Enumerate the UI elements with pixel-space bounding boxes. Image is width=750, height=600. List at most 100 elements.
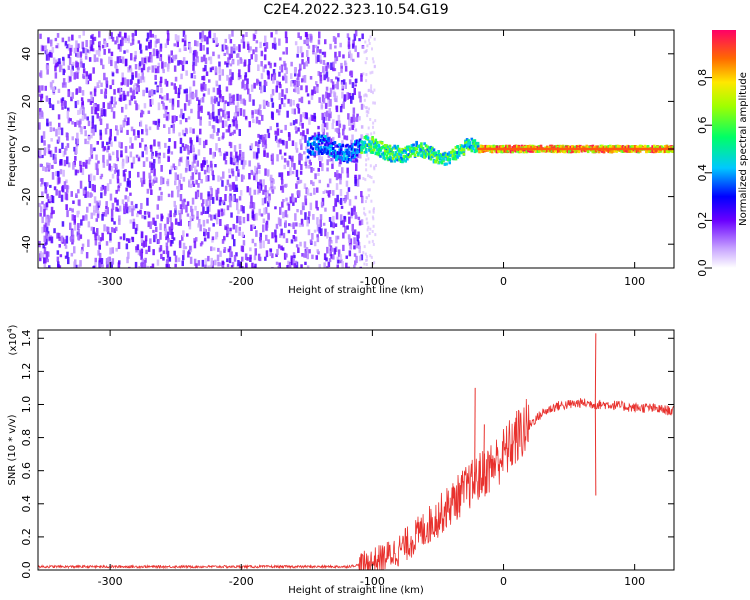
spectrogram-cell (159, 76, 163, 84)
spectrogram-cell (333, 149, 337, 153)
spectrogram-cell (252, 171, 255, 176)
spectrogram-cell (110, 227, 114, 233)
spectrogram-cell (322, 138, 326, 142)
spectrogram-cell (131, 205, 134, 210)
spectrogram-cell (184, 246, 188, 250)
spectrogram-cell (185, 88, 188, 94)
spectrogram-cell (437, 150, 440, 153)
spectrogram-cell (317, 39, 321, 45)
spectrogram-cell (270, 98, 274, 102)
spectrogram-cell (329, 43, 332, 50)
spectrogram-cell (81, 167, 85, 175)
spectrogram-cell (44, 166, 48, 172)
spectrogram-cell (94, 107, 98, 115)
spectrogram-cell (158, 152, 161, 156)
spectrogram-cell (134, 227, 138, 235)
spectrogram-cell (145, 38, 149, 42)
spectrogram-cell (252, 202, 256, 210)
spectrogram-cell (602, 150, 606, 154)
spectrogram-cell (166, 231, 169, 240)
spectrogram-cell (292, 120, 296, 126)
spectrogram-cell (176, 186, 179, 190)
spectrogram-cell (45, 251, 49, 259)
spectrogram-cell (67, 117, 71, 124)
spectrogram-cell (454, 155, 458, 158)
spectrogram-cell (77, 264, 81, 268)
spectrogram-cell (58, 148, 62, 153)
spectrogram-cell (607, 150, 610, 154)
spectrogram-cell (317, 172, 320, 176)
spectrogram-cell (265, 42, 269, 49)
spectrogram-cell (365, 263, 368, 266)
spectrogram-cell (276, 128, 280, 136)
spectrogram-cell (224, 160, 228, 165)
spectrogram-cell (241, 256, 244, 262)
spectrogram-cell (299, 179, 303, 184)
spectrogram-cell (128, 266, 131, 268)
spectrogram-cell (648, 149, 651, 153)
spectrogram-cell (53, 186, 57, 191)
spectrogram-cell (316, 144, 319, 148)
spectrogram-cell (259, 110, 262, 117)
spectrogram-cell (266, 190, 269, 194)
spectrogram-cell (242, 240, 246, 246)
spectrogram-cell (459, 151, 463, 155)
spectrogram-cell (324, 189, 327, 194)
spectrogram-cell (80, 106, 83, 111)
spectrogram-cell (305, 146, 308, 151)
spectrogram-cell (328, 190, 332, 194)
spectrogram-cell (194, 58, 198, 67)
spectrogram-cell (75, 146, 78, 154)
spectrogram-cell (332, 84, 335, 90)
spectrogram-cell (394, 146, 398, 150)
spectrogram-cell (409, 154, 412, 158)
spectrogram-cell (331, 81, 335, 85)
spectrogram-cell (295, 130, 298, 134)
spectrogram-cell (200, 179, 203, 184)
spectrogram-cell (233, 112, 237, 119)
spectrogram-cell (358, 38, 361, 42)
spectrogram-cell (347, 41, 351, 48)
spectrogram-cell (282, 211, 285, 219)
spectrogram-cell (314, 44, 318, 49)
spectrogram-cell (339, 259, 343, 264)
spectrogram-cell (246, 78, 249, 85)
spectrogram-cell (358, 174, 361, 180)
spectrogram-cell (243, 84, 247, 91)
spectrogram-cell (64, 245, 68, 249)
spectrogram-cell (324, 116, 328, 121)
spectrogram-cell (315, 81, 318, 85)
spectrogram-cell (106, 148, 109, 153)
spectrogram-cell (40, 135, 44, 143)
spectrogram-cell (293, 67, 297, 74)
spectrogram-x-axis-label: Height of straight line (km) (288, 285, 424, 296)
snr-y-tick-label: 1.2 (20, 363, 33, 381)
spectrogram-cell (172, 163, 175, 168)
spectrogram-cell (338, 143, 341, 147)
spectrogram-cell (207, 88, 210, 95)
spectrogram-cell (124, 32, 127, 38)
spectrogram-cell (468, 147, 472, 151)
spectrogram-cell (355, 148, 359, 152)
spectrogram-cell (295, 169, 299, 177)
spectrogram-cell (308, 164, 311, 169)
spectrogram-cell (219, 151, 222, 157)
spectrogram-cell (350, 139, 353, 145)
spectrogram-cell (71, 234, 75, 243)
spectrogram-cell (326, 77, 330, 82)
spectrogram-cell (398, 154, 401, 158)
spectrogram-cell (125, 121, 129, 126)
spectrogram-cell (168, 138, 171, 142)
spectrogram-cell (275, 261, 279, 265)
spectrogram-cell (334, 45, 337, 49)
spectrogram-cell (237, 107, 241, 114)
spectrogram-cell (294, 126, 298, 130)
spectrogram-cell (89, 40, 93, 48)
spectrogram-cell (54, 146, 58, 153)
spectrogram-cell (308, 117, 311, 125)
spectrogram-cell (86, 206, 89, 213)
spectrogram-cell (93, 54, 97, 63)
spectrogram-cell (426, 147, 429, 151)
spectrogram-cell (360, 254, 364, 261)
spectrogram-cell (232, 119, 236, 127)
